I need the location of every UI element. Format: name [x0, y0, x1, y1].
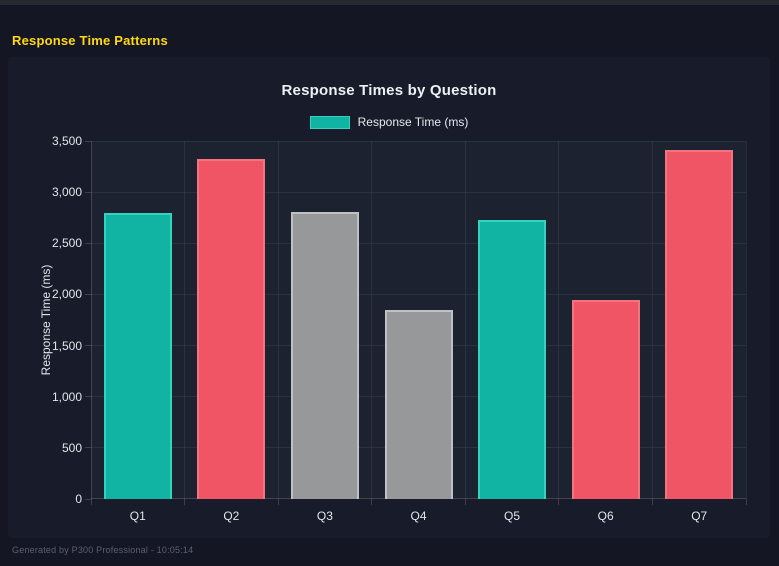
x-tick-mark	[371, 499, 373, 505]
gridline-v-1	[184, 141, 186, 499]
plot-area	[85, 140, 747, 505]
x-axis-tick-label-q4: Q4	[410, 509, 427, 523]
x-axis-tick-label-q5: Q5	[504, 509, 521, 523]
x-tick-mark	[558, 499, 560, 505]
chart-panel: Response Times by Question Response Time…	[8, 57, 770, 538]
chart-title: Response Times by Question	[281, 82, 497, 99]
legend-item-response-time[interactable]: Response Time (ms)	[309, 115, 469, 129]
x-tick-mark	[745, 499, 747, 505]
y-tick-mark	[85, 140, 91, 142]
x-tick-mark	[184, 499, 186, 505]
legend-swatch	[309, 115, 350, 129]
y-tick-mark	[85, 396, 91, 398]
gridline-v-7	[745, 141, 747, 499]
gridline-h-2500	[91, 242, 746, 244]
y-axis-tick-label: 2,000	[51, 287, 82, 302]
bar-q7[interactable]	[665, 150, 734, 499]
y-tick-mark	[85, 447, 91, 449]
y-axis-tick-label: 500	[61, 440, 82, 455]
x-tick-mark	[464, 499, 466, 505]
y-axis-line	[91, 141, 92, 499]
x-axis-labels: Q1 Q2 Q3 Q4 Q5 Q6 Q7	[91, 509, 746, 529]
x-axis-tick-label-q3: Q3	[316, 509, 333, 523]
gridline-v-6	[651, 141, 653, 499]
y-tick-mark	[85, 345, 91, 347]
bar-q1[interactable]	[103, 212, 172, 499]
y-axis-tick-label: 0	[75, 492, 82, 506]
y-tick-mark	[85, 498, 91, 500]
gridline-v-2	[277, 141, 279, 499]
gridline-v-4	[464, 141, 466, 499]
y-tick-mark	[85, 191, 91, 193]
top-strip	[0, 0, 779, 5]
x-axis-tick-label-q2: Q2	[223, 509, 240, 523]
bar-q3[interactable]	[290, 211, 359, 499]
bar-q4[interactable]	[384, 310, 453, 499]
gridline-h-2000	[91, 293, 746, 295]
x-axis-tick-label-q7: Q7	[691, 509, 708, 523]
y-axis-tick-label: 2,500	[51, 236, 82, 251]
bar-q2[interactable]	[197, 159, 266, 499]
gridline-h-3000	[91, 191, 746, 193]
gridline-v-3	[371, 141, 373, 499]
x-tick-mark	[651, 499, 653, 505]
gridline-h-3500	[91, 140, 746, 142]
bar-q5[interactable]	[478, 219, 547, 499]
x-axis-tick-label-q1: Q1	[129, 509, 146, 523]
y-tick-mark	[85, 242, 91, 244]
bar-q6[interactable]	[571, 299, 640, 499]
legend-label: Response Time (ms)	[357, 115, 469, 129]
x-tick-mark	[277, 499, 279, 505]
gridline-v-5	[558, 141, 560, 499]
x-axis-tick-label-q6: Q6	[597, 509, 614, 523]
y-axis-tick-label: 1,000	[51, 389, 82, 404]
page-title: Response Time Patterns	[12, 33, 168, 48]
y-axis-labels: 0 500 1,000 1,500 2,000 2,500 3,000 3,500	[8, 134, 82, 506]
y-axis-tick-label: 1,500	[51, 338, 82, 353]
y-axis-tick-label: 3,000	[51, 185, 82, 200]
x-tick-mark	[90, 499, 92, 505]
chart-legend: Response Time (ms)	[8, 115, 770, 129]
footer-note: Generated by P300 Professional - 10:05:1…	[12, 545, 194, 555]
y-axis-tick-label: 3,500	[51, 134, 82, 148]
y-tick-mark	[85, 293, 91, 295]
